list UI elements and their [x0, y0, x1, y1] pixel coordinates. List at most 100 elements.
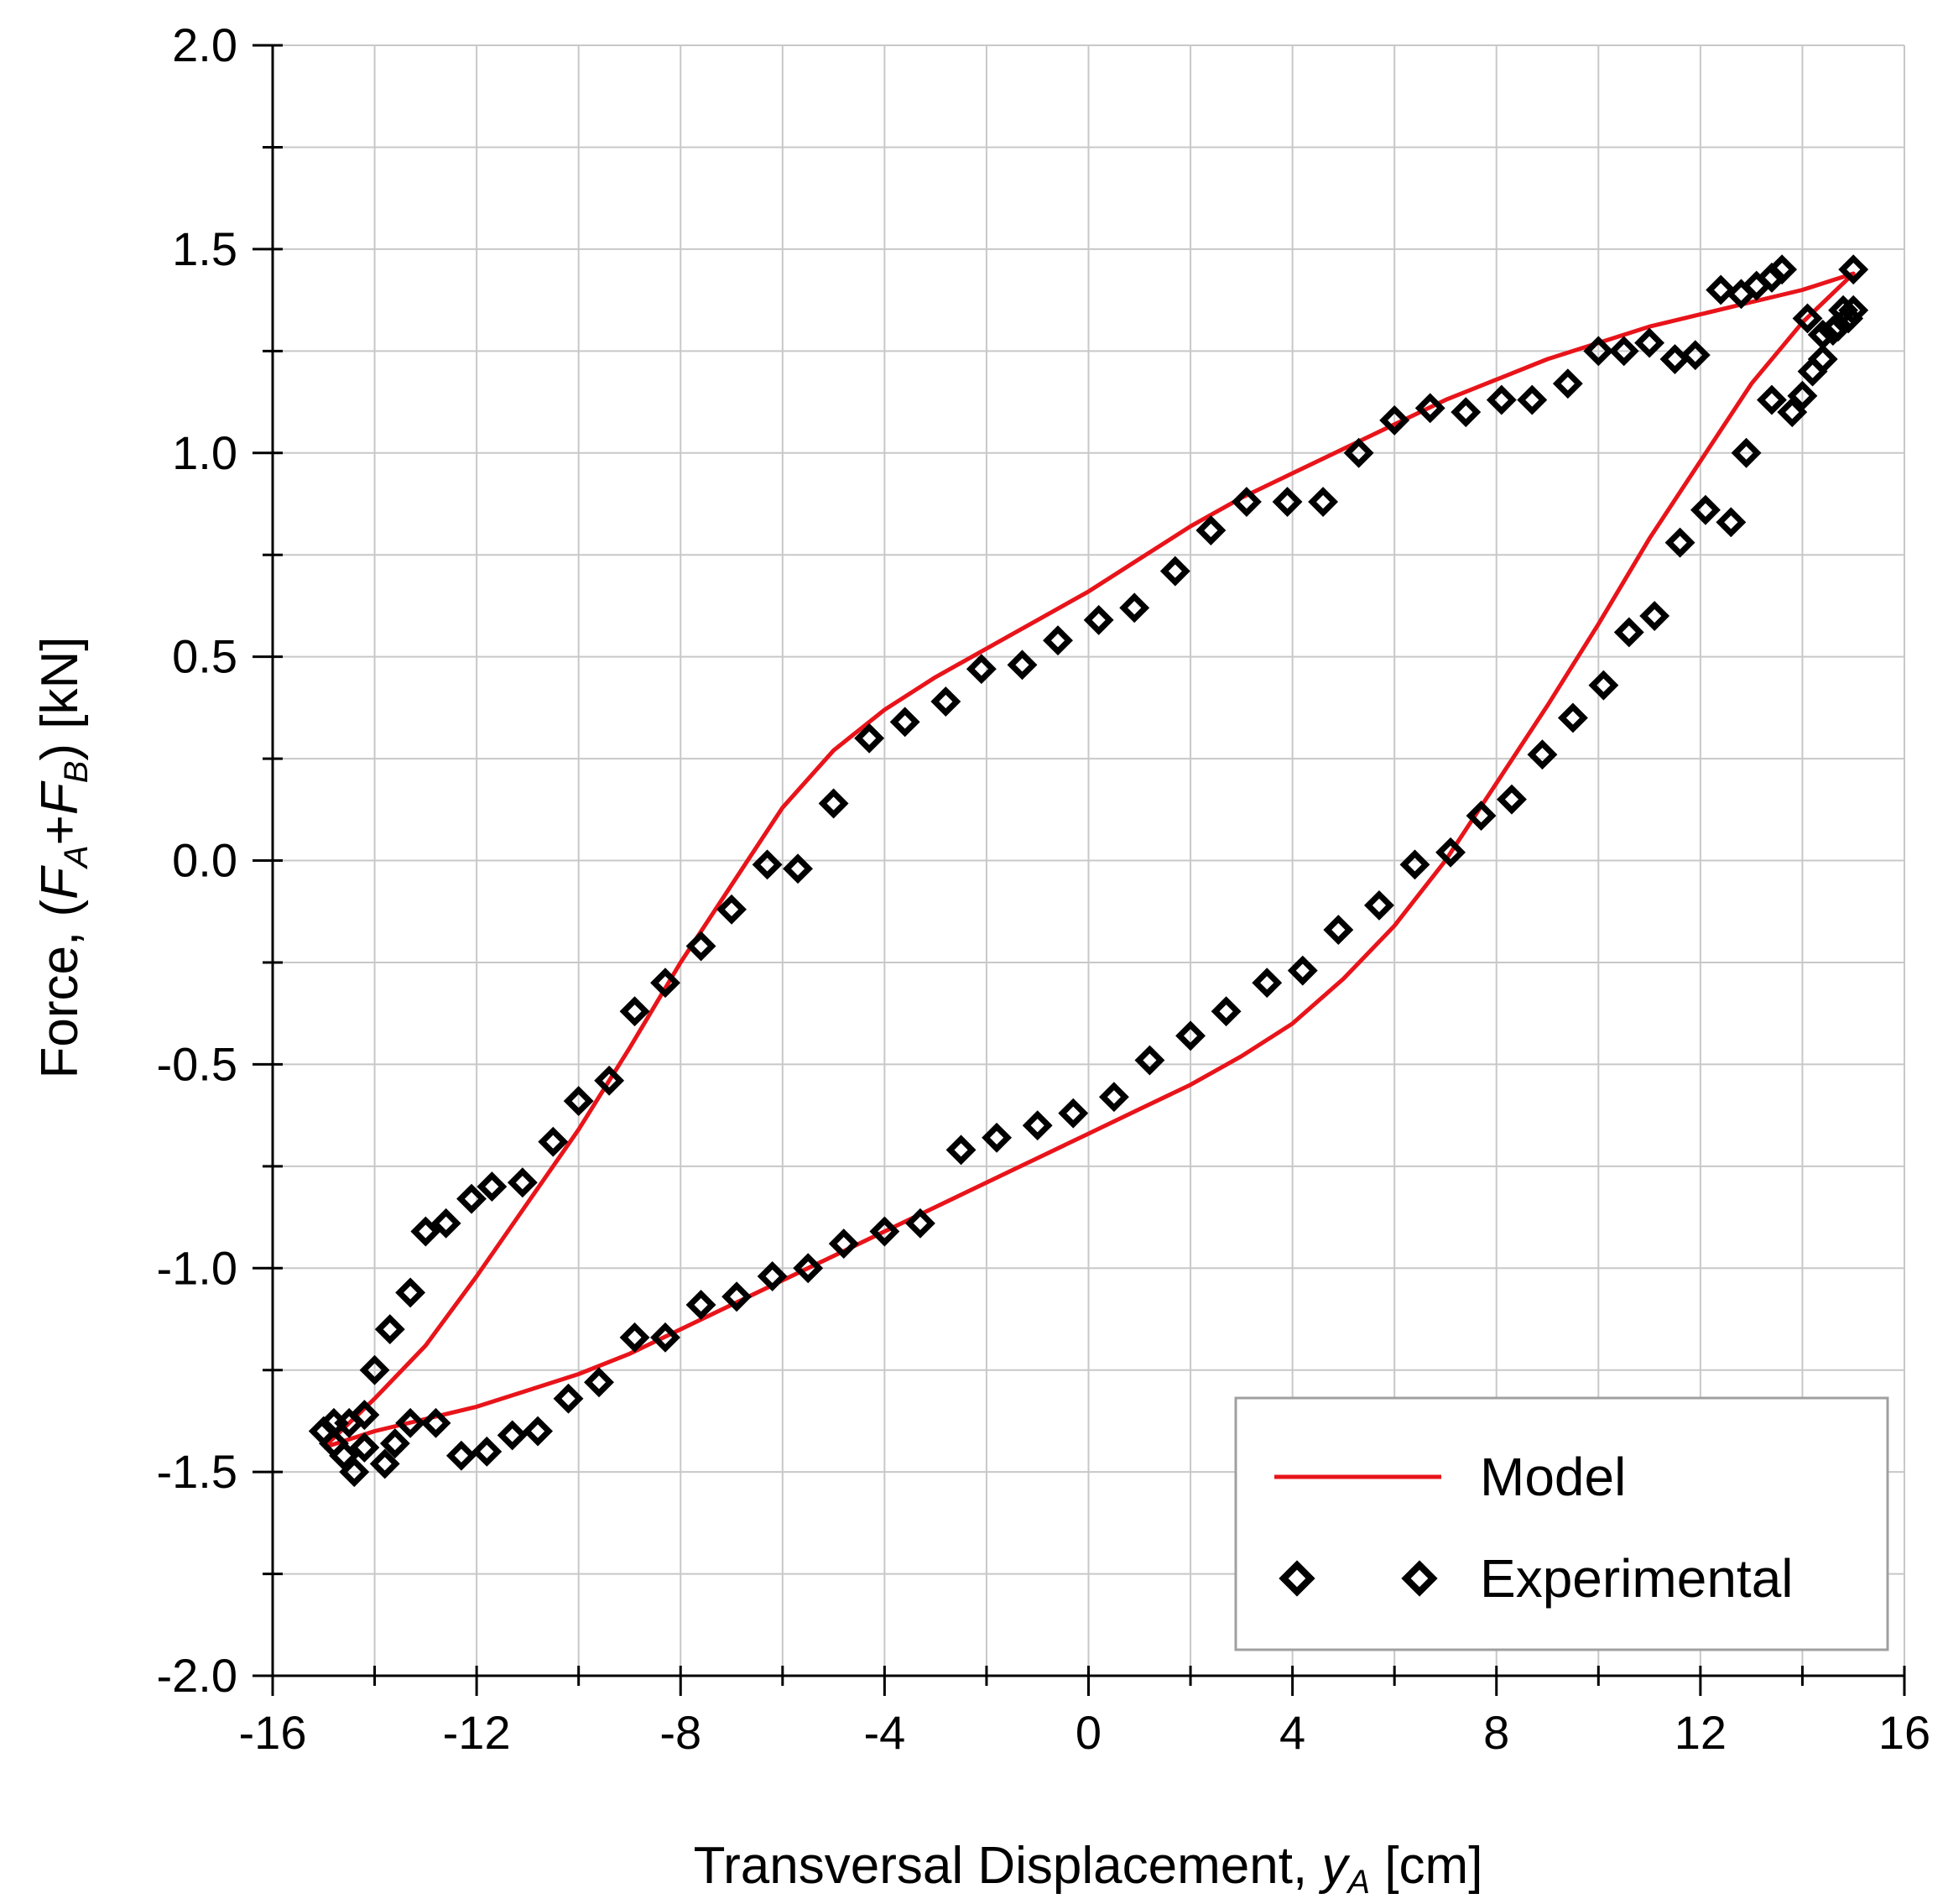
x-axis-title: Transversal Displacement, yA [cm] — [694, 1837, 1483, 1901]
experimental-point — [619, 996, 650, 1027]
experimental-point — [349, 1400, 380, 1431]
experimental-point — [685, 931, 716, 962]
x-tick-label: 16 — [1878, 1706, 1930, 1759]
y-tick-label: 0.0 — [172, 834, 237, 887]
experimental-point — [1527, 739, 1558, 770]
experimental-point — [716, 894, 747, 925]
experimental-layer — [308, 254, 1869, 1488]
experimental-point — [1022, 1110, 1053, 1141]
experimental-point — [1364, 889, 1394, 921]
experimental-point — [721, 1281, 753, 1312]
experimental-point — [1634, 327, 1665, 358]
experimental-point — [477, 1171, 508, 1202]
experimental-point — [1399, 849, 1430, 880]
experimental-point — [1557, 702, 1588, 733]
experimental-point — [1287, 955, 1318, 986]
experimental-point — [1231, 487, 1262, 517]
experimental-point — [1159, 556, 1190, 587]
experimental-point — [1175, 1020, 1206, 1051]
experimental-point — [1119, 592, 1150, 623]
experimental-point — [930, 686, 961, 717]
experimental-point — [1211, 996, 1242, 1027]
experimental-point — [1451, 397, 1482, 428]
experimental-point — [757, 1261, 788, 1291]
legend: Model Experimental — [1234, 1396, 1889, 1651]
y-tick-labels: -2.0 -1.5 -1.0 -0.5 0.0 0.5 1.0 1.5 2.0 — [157, 18, 238, 1702]
model-line — [322, 271, 1856, 1450]
experimental-point — [966, 654, 997, 685]
experimental-point — [1583, 336, 1614, 367]
experimental-point — [1098, 1082, 1129, 1113]
experimental-point — [1608, 336, 1639, 367]
y-tick-label: -0.5 — [157, 1037, 238, 1090]
axes — [271, 45, 1904, 1677]
experimental-point — [828, 1228, 859, 1260]
experimental-point — [1379, 404, 1410, 436]
experimental-point — [1757, 384, 1787, 415]
experimental-point — [1343, 437, 1374, 468]
experimental-point — [619, 1322, 650, 1353]
experimental-point — [1613, 617, 1644, 648]
experimental-point — [339, 1457, 370, 1488]
experimental-point — [456, 1183, 487, 1214]
experimental-point — [1838, 295, 1869, 326]
experimental-point — [889, 707, 920, 738]
x-tick-label: 8 — [1483, 1706, 1509, 1759]
experimental-point — [1323, 915, 1354, 946]
experimental-point — [1272, 487, 1303, 517]
experimental-point — [1833, 303, 1864, 334]
experimental-point — [1308, 487, 1339, 517]
experimental-point — [379, 1428, 410, 1459]
experimental-point — [374, 1314, 405, 1345]
experimental-point — [1134, 1045, 1165, 1076]
legend-experimental-marker-2 — [1401, 1560, 1438, 1597]
y-tick-label: -1.5 — [157, 1445, 238, 1498]
y-tick-label: 1.0 — [172, 426, 237, 479]
experimental-point — [1588, 670, 1619, 701]
model-layer — [322, 271, 1856, 1450]
experimental-point — [1083, 604, 1114, 635]
experimental-point — [507, 1167, 538, 1198]
experimental-point — [650, 968, 680, 999]
experimental-point — [1792, 303, 1823, 334]
y-tick-label: 0.5 — [172, 630, 237, 683]
experimental-point — [1716, 507, 1747, 538]
experimental-point — [1838, 254, 1869, 285]
experimental-point — [410, 1216, 441, 1247]
experimental-point — [1486, 384, 1517, 415]
legend-experimental-label: Experimental — [1480, 1548, 1794, 1609]
x-tick-label: 4 — [1279, 1706, 1305, 1759]
experimental-point — [523, 1416, 554, 1447]
x-tick-labels: -16 -12 -8 -4 0 4 8 12 16 — [239, 1706, 1931, 1759]
experimental-point — [584, 1367, 614, 1398]
experimental-point — [982, 1122, 1013, 1153]
experimental-point — [945, 1135, 977, 1166]
experimental-point — [1517, 384, 1548, 415]
experimental-point — [1767, 254, 1798, 285]
experimental-point — [752, 849, 783, 880]
y-axis-title: Force, (FA+FB) [kN] — [31, 636, 95, 1078]
experimental-point — [685, 1290, 716, 1320]
legend-box — [1234, 1396, 1889, 1651]
y-tick-label: -1.0 — [157, 1241, 238, 1294]
experimental-point — [1058, 1098, 1089, 1129]
experimental-point — [854, 722, 885, 754]
experimental-point — [793, 1253, 824, 1284]
experimental-point — [1195, 515, 1227, 545]
experimental-point — [1664, 527, 1695, 558]
experimental-point — [471, 1436, 503, 1467]
x-tick-label: -16 — [239, 1706, 307, 1759]
experimental-point — [1706, 274, 1737, 305]
x-tick-label: 12 — [1675, 1706, 1727, 1759]
experimental-point — [369, 1448, 400, 1479]
experimental-point — [420, 1407, 451, 1438]
experimental-point — [1639, 601, 1670, 631]
experimental-point — [1252, 968, 1283, 999]
experimental-point — [349, 1432, 380, 1463]
experimental-point — [395, 1407, 426, 1438]
experimental-point — [553, 1383, 584, 1414]
experimental-point — [359, 1354, 390, 1385]
experimental-point — [395, 1277, 426, 1308]
experimental-point — [783, 853, 813, 884]
